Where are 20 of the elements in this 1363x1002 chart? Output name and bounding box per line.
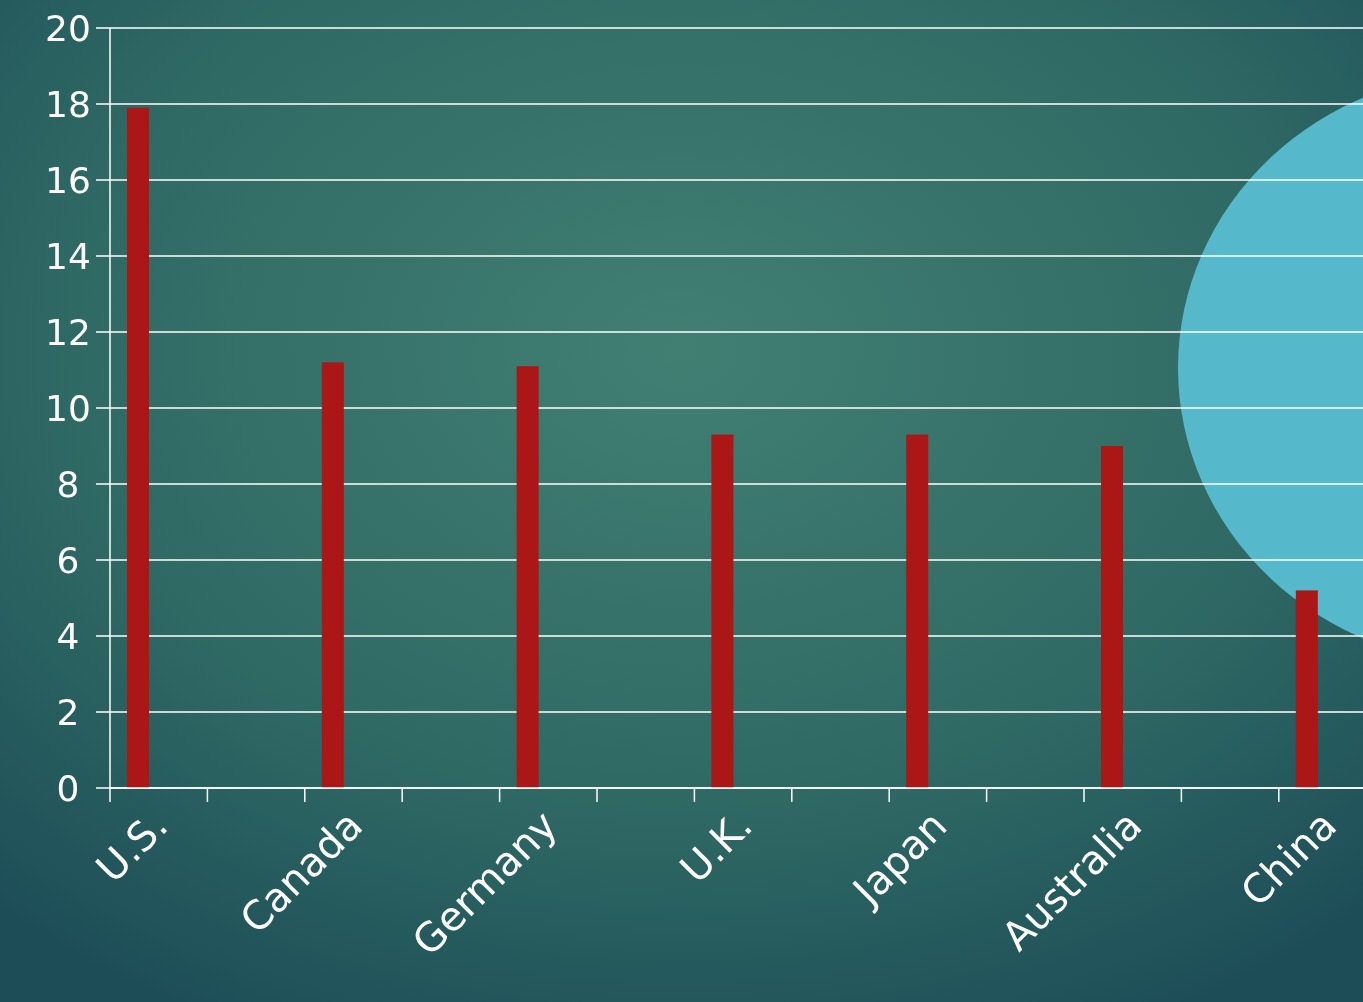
y-tick-label: 4 — [56, 615, 80, 657]
bar — [906, 434, 929, 788]
y-tick-label: 10 — [45, 387, 91, 429]
bar — [711, 434, 734, 788]
bar — [1295, 590, 1318, 788]
y-tick-label: 12 — [45, 311, 91, 353]
y-tick-label: 8 — [56, 463, 80, 505]
x-tick-label: U.S. — [87, 801, 177, 892]
bar — [1101, 446, 1123, 788]
x-tick-label: U.K. — [671, 801, 761, 892]
y-tick-label: 14 — [45, 235, 91, 277]
bar — [321, 362, 344, 788]
y-tick-label: 6 — [56, 539, 80, 581]
y-tick-label: 0 — [56, 767, 80, 809]
y-tick-label: 18 — [45, 83, 91, 125]
bar — [516, 366, 539, 788]
bar — [127, 107, 149, 788]
y-tick-label: 16 — [45, 159, 91, 201]
y-tick-label: 20 — [45, 7, 91, 49]
y-tick-label: 2 — [56, 691, 80, 733]
